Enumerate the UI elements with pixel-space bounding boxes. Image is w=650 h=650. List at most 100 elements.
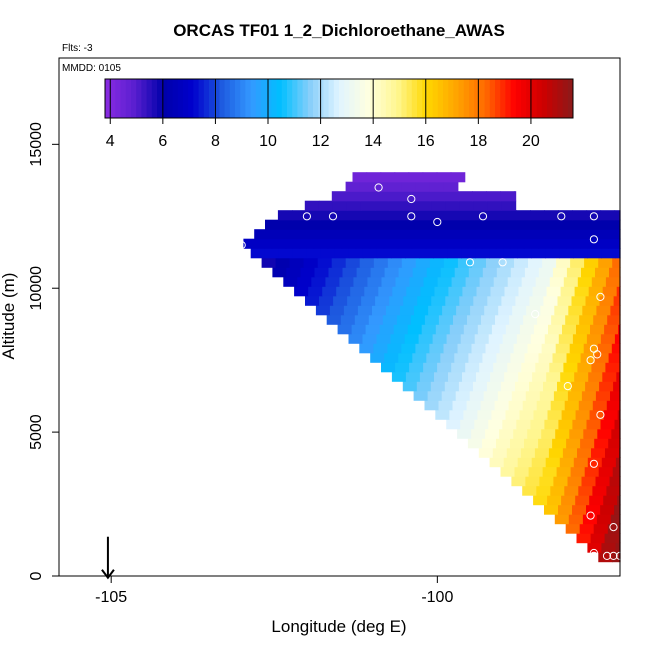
colorbar-swatch [131, 79, 137, 118]
heatmap-cell [448, 371, 463, 382]
heatmap-cell [425, 238, 441, 249]
colorbar-swatch [567, 79, 574, 118]
heatmap-cell [562, 447, 578, 458]
heatmap-cell [406, 286, 421, 297]
heatmap-cell [478, 229, 494, 240]
heatmap-cell [254, 229, 269, 240]
heatmap-cell [573, 219, 589, 230]
heatmap-cell [552, 438, 567, 449]
heatmap-cell [477, 324, 493, 335]
heatmap-cell [585, 381, 600, 392]
heatmap-cell [319, 295, 334, 306]
colorbar-swatch [115, 79, 122, 118]
heatmap-cell [483, 390, 499, 401]
heatmap-cell [597, 428, 612, 439]
colorbar-swatch [437, 79, 444, 118]
sample-point [335, 177, 344, 186]
heatmap-cell [351, 324, 367, 335]
heatmap-cell [325, 276, 340, 287]
heatmap-cell [531, 219, 546, 230]
colorbar-swatch [110, 79, 116, 118]
heatmap-cell [257, 238, 273, 249]
heatmap-cell [582, 305, 597, 316]
heatmap-cell [504, 286, 520, 297]
heatmap-cell [552, 238, 567, 249]
colorbar-swatch [136, 79, 142, 118]
heatmap-cell [532, 286, 548, 297]
heatmap-cell [587, 248, 602, 259]
heatmap-cell [548, 447, 564, 458]
heatmap-cell [467, 438, 483, 449]
heatmap-cell [416, 381, 432, 392]
heatmap-cell [420, 286, 435, 297]
colorbar-ticks: 4 6 8 10 12 14 16 18 20 [106, 79, 540, 150]
heatmap-cell [347, 295, 362, 306]
heatmap-cell [278, 248, 294, 259]
heatmap-cell [594, 238, 609, 249]
heatmap-cell [352, 229, 367, 240]
sample-point [557, 212, 566, 221]
heatmap-cell [500, 191, 515, 202]
heatmap-cell [293, 219, 308, 230]
heatmap-cell [571, 381, 586, 392]
heatmap-cell [579, 314, 594, 325]
sample-point [589, 548, 599, 558]
heatmap-cell [468, 267, 484, 278]
colorbar-swatch [344, 79, 350, 118]
heatmap-cell [593, 314, 608, 325]
heatmap-cell [598, 552, 613, 563]
heatmap-cell [534, 447, 550, 458]
heatmap-cell [486, 381, 502, 392]
colorbar-swatch [203, 79, 210, 118]
heatmap-cell [474, 210, 489, 221]
heatmap-cell [553, 476, 568, 487]
heatmap-cell [460, 333, 476, 344]
sample-point [302, 212, 311, 221]
heatmap-cell [485, 428, 500, 439]
colorbar-tick-label: 4 [106, 133, 115, 150]
sample-point [498, 258, 507, 267]
heatmap-cell [457, 343, 473, 354]
heatmap-cell [546, 371, 561, 382]
sample-point [586, 511, 595, 520]
heatmap-cell [292, 210, 307, 221]
heatmap-cell [463, 324, 479, 335]
heatmap-cell [482, 267, 498, 278]
heatmap-cell [596, 514, 612, 525]
heatmap-cell [292, 248, 308, 259]
heatmap-cell [405, 371, 421, 382]
heatmap-cell [520, 447, 536, 458]
heatmap-cell [272, 267, 287, 278]
heatmap-cell [444, 191, 459, 202]
colorbar-swatch [209, 79, 215, 118]
sample-point [609, 551, 618, 561]
colorbar-swatch [406, 79, 413, 118]
heatmap-cell [556, 257, 571, 268]
heatmap-cell [600, 419, 616, 430]
heatmap-cell [525, 390, 541, 401]
heatmap-cell [601, 219, 617, 230]
heatmap-cell [493, 276, 509, 287]
heatmap-cell [558, 504, 573, 515]
heatmap-cell [364, 286, 379, 297]
heatmap-cell [408, 172, 424, 183]
heatmap-cell [443, 257, 459, 268]
heatmap-cell [514, 466, 530, 477]
heatmap-cell [580, 438, 595, 449]
heatmap-cell [334, 248, 350, 259]
heatmap-cell [537, 314, 552, 325]
heatmap-cell [609, 476, 621, 487]
heatmap-cell [376, 210, 391, 221]
heatmap-cell [536, 485, 551, 496]
heatmap-cell [576, 533, 592, 544]
y-tick-label: 15000 [28, 122, 45, 167]
heatmap-cell [569, 428, 584, 439]
sample-point [465, 258, 475, 267]
sample-point [609, 523, 618, 532]
colorbar-swatch [245, 79, 252, 118]
sample-point [374, 183, 383, 192]
heatmap-cell [434, 286, 449, 297]
heatmap-cell [482, 352, 497, 363]
heatmap-cell [405, 219, 420, 230]
heatmap-cell [533, 409, 549, 420]
